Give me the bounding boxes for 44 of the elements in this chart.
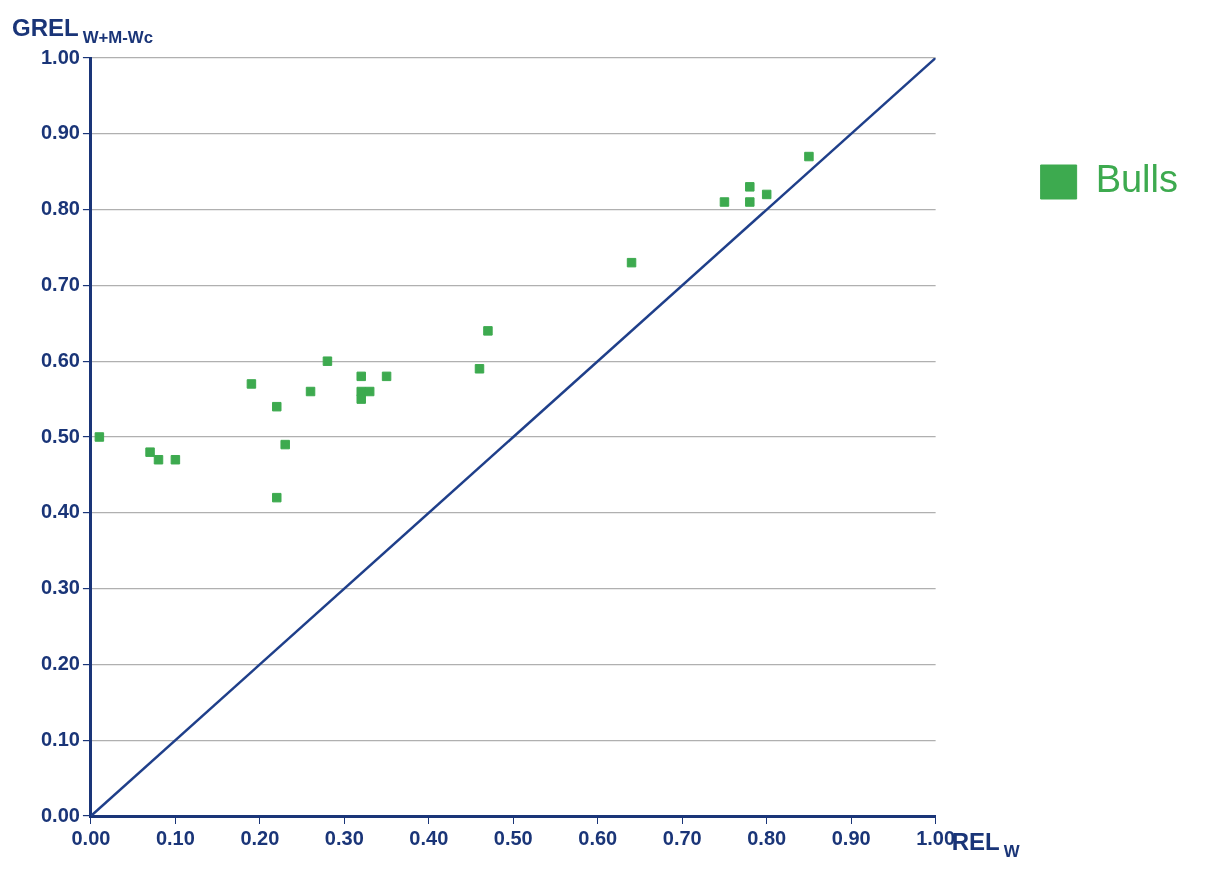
x-tick-label: 0.90 [831, 826, 871, 849]
x-tick-label: 0.00 [71, 826, 111, 849]
point [170, 455, 181, 465]
point [761, 189, 772, 200]
y-tick-label: 0.90 [40, 121, 80, 144]
point [745, 182, 755, 192]
x-tick-label: 0.20 [240, 826, 280, 849]
point [280, 439, 290, 450]
point [381, 371, 392, 382]
point [246, 379, 257, 389]
point [364, 386, 375, 397]
y-tick-label: 0.00 [40, 803, 80, 826]
y-tick-label: 0.80 [40, 197, 80, 220]
x-tick-label: 0.10 [155, 826, 195, 849]
x-tick-label: 0.60 [578, 826, 618, 849]
point [94, 432, 105, 442]
point [356, 371, 366, 382]
x-tick-label: 0.70 [662, 826, 702, 849]
point [474, 364, 485, 374]
point [483, 326, 493, 336]
y-tick-label: 0.40 [40, 500, 80, 523]
point [745, 197, 755, 207]
y-tick-label: 0.70 [40, 272, 80, 295]
point [305, 386, 316, 397]
point [356, 394, 366, 404]
point [153, 455, 164, 465]
y-tick-label: 0.50 [40, 424, 80, 447]
point [145, 447, 155, 457]
x-tick-label: 0.80 [747, 826, 787, 849]
point [626, 257, 637, 268]
point [719, 197, 730, 207]
y-tick-label: 0.30 [40, 576, 80, 599]
point [322, 356, 333, 366]
point [804, 151, 814, 162]
legend-label: Bulls [1095, 158, 1179, 201]
y-tick-label: 1.00 [40, 45, 80, 68]
y-tick-label: 0.60 [40, 348, 80, 371]
point [272, 401, 282, 412]
y-tick-label: 0.10 [40, 727, 80, 750]
x-tick-label: 0.40 [409, 826, 449, 849]
point [272, 492, 282, 503]
x-tick-label: 0.30 [324, 826, 364, 849]
y-tick-label: 0.20 [40, 651, 80, 674]
x-tick-label: 0.50 [493, 826, 533, 849]
